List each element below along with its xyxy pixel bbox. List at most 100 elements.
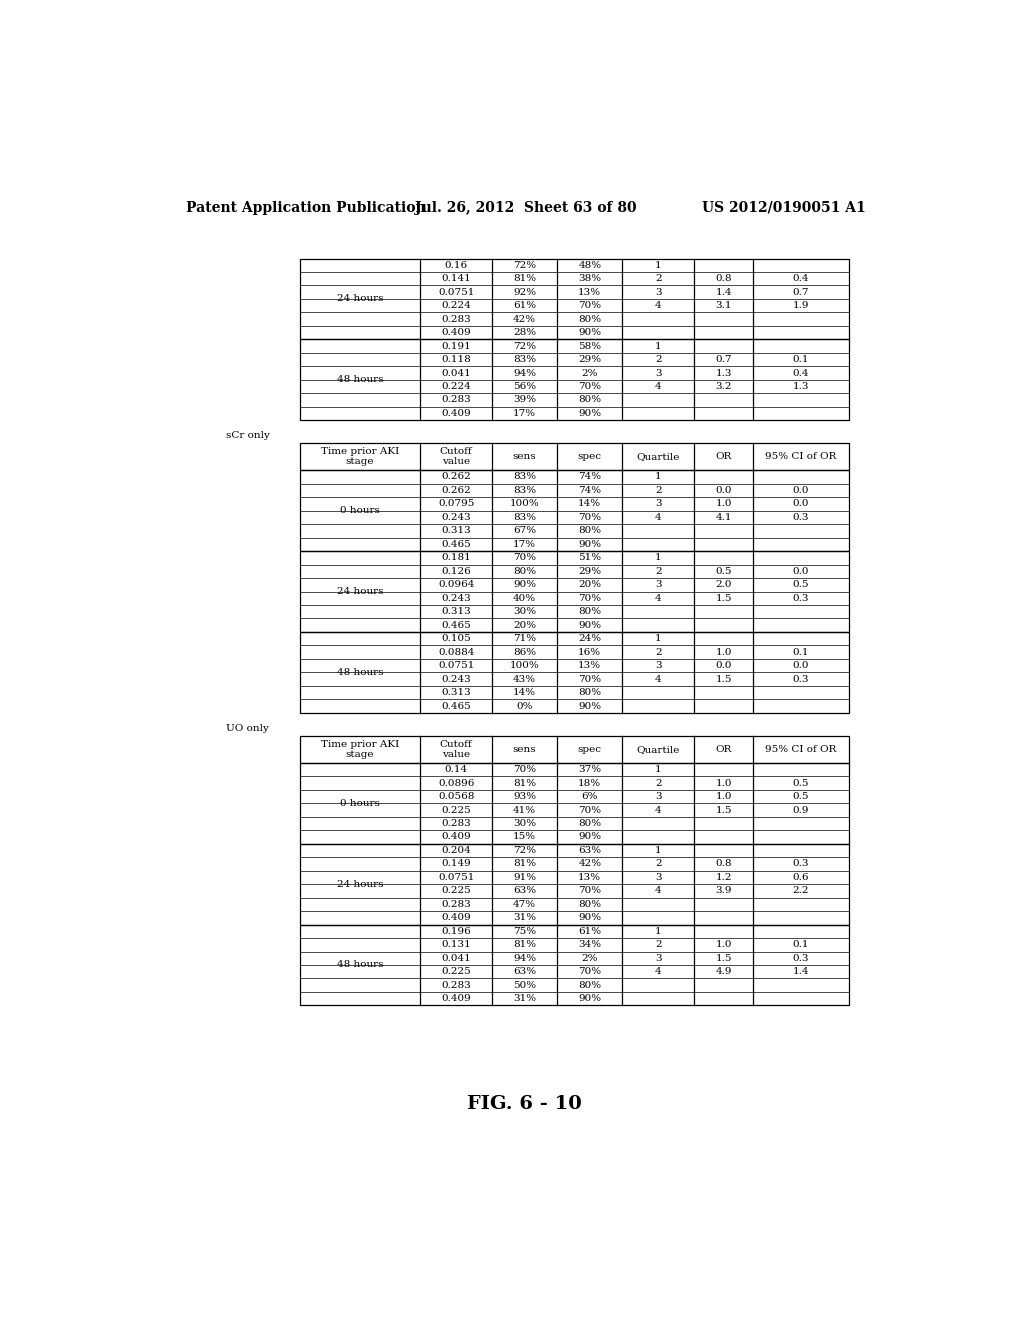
Text: 17%: 17% (513, 409, 537, 418)
Text: 81%: 81% (513, 940, 537, 949)
Text: 24%: 24% (579, 634, 601, 643)
Text: 0.5: 0.5 (793, 779, 809, 788)
Text: 0.243: 0.243 (441, 513, 471, 521)
Bar (300, 737, 849, 763)
Text: 1: 1 (655, 634, 662, 643)
Text: 0.8: 0.8 (716, 859, 732, 869)
Text: 67%: 67% (513, 527, 537, 536)
Text: 16%: 16% (579, 648, 601, 656)
Text: 80%: 80% (579, 981, 601, 990)
Text: 2: 2 (655, 648, 662, 656)
Text: 2%: 2% (582, 368, 598, 378)
Text: 4: 4 (655, 805, 662, 814)
Bar (300, 470, 849, 552)
Text: 90%: 90% (579, 701, 601, 710)
Text: 56%: 56% (513, 381, 537, 391)
Text: 30%: 30% (513, 818, 537, 828)
Text: 0.3: 0.3 (793, 859, 809, 869)
Bar (300, 632, 849, 713)
Text: 18%: 18% (579, 779, 601, 788)
Bar (300, 924, 849, 1006)
Text: 3.1: 3.1 (716, 301, 732, 310)
Text: 70%: 70% (513, 553, 537, 562)
Text: 3: 3 (655, 288, 662, 297)
Text: 42%: 42% (513, 314, 537, 323)
Text: 30%: 30% (513, 607, 537, 616)
Text: 71%: 71% (513, 634, 537, 643)
Text: 0.3: 0.3 (793, 594, 809, 603)
Text: 90%: 90% (579, 620, 601, 630)
Text: 0.465: 0.465 (441, 620, 471, 630)
Text: 1.3: 1.3 (716, 368, 732, 378)
Text: 4: 4 (655, 594, 662, 603)
Text: Quartile: Quartile (637, 744, 680, 754)
Text: 0.283: 0.283 (441, 900, 471, 909)
Text: 70%: 70% (579, 513, 601, 521)
Text: FIG. 6 - 10: FIG. 6 - 10 (467, 1096, 583, 1113)
Text: 61%: 61% (579, 927, 601, 936)
Text: 1: 1 (655, 261, 662, 269)
Text: 0 hours: 0 hours (340, 506, 380, 515)
Text: 63%: 63% (513, 968, 537, 977)
Text: 3: 3 (655, 581, 662, 589)
Text: 24 hours: 24 hours (337, 587, 383, 597)
Text: 4: 4 (655, 513, 662, 521)
Bar (300, 552, 849, 632)
Bar (300, 843, 849, 924)
Text: 2: 2 (655, 355, 662, 364)
Text: 4.1: 4.1 (716, 513, 732, 521)
Text: 0.6: 0.6 (793, 873, 809, 882)
Text: 80%: 80% (513, 566, 537, 576)
Text: 0.0751: 0.0751 (438, 873, 474, 882)
Text: 2: 2 (655, 275, 662, 284)
Text: 47%: 47% (513, 900, 537, 909)
Text: 0.0568: 0.0568 (438, 792, 474, 801)
Text: 3.2: 3.2 (716, 381, 732, 391)
Text: 3: 3 (655, 368, 662, 378)
Text: 0.313: 0.313 (441, 688, 471, 697)
Text: US 2012/0190051 A1: US 2012/0190051 A1 (701, 201, 865, 215)
Text: 0.409: 0.409 (441, 913, 471, 923)
Text: 1.0: 1.0 (716, 792, 732, 801)
Text: 0.409: 0.409 (441, 329, 471, 337)
Text: 90%: 90% (579, 913, 601, 923)
Text: 81%: 81% (513, 779, 537, 788)
Text: 0.243: 0.243 (441, 594, 471, 603)
Text: 3: 3 (655, 499, 662, 508)
Text: 0.3: 0.3 (793, 513, 809, 521)
Text: 48 hours: 48 hours (337, 375, 383, 384)
Text: 1.0: 1.0 (716, 779, 732, 788)
Text: 91%: 91% (513, 873, 537, 882)
Text: spec: spec (578, 453, 602, 461)
Text: UO only: UO only (226, 723, 269, 733)
Text: 83%: 83% (513, 513, 537, 521)
Text: 1.0: 1.0 (716, 940, 732, 949)
Text: 0.191: 0.191 (441, 342, 471, 351)
Text: 90%: 90% (579, 833, 601, 841)
Text: 48 hours: 48 hours (337, 668, 383, 677)
Text: 1: 1 (655, 766, 662, 774)
Text: 0.196: 0.196 (441, 927, 471, 936)
Text: 3: 3 (655, 792, 662, 801)
Text: 0.224: 0.224 (441, 381, 471, 391)
Text: spec: spec (578, 744, 602, 754)
Text: 0.225: 0.225 (441, 968, 471, 977)
Text: 0.5: 0.5 (793, 581, 809, 589)
Text: 83%: 83% (513, 473, 537, 482)
Text: 81%: 81% (513, 275, 537, 284)
Text: 70%: 70% (579, 675, 601, 684)
Text: 90%: 90% (579, 409, 601, 418)
Text: 2: 2 (655, 779, 662, 788)
Text: 63%: 63% (579, 846, 601, 855)
Text: 1.5: 1.5 (716, 675, 732, 684)
Text: 4: 4 (655, 381, 662, 391)
Text: 93%: 93% (513, 792, 537, 801)
Text: 1.2: 1.2 (716, 873, 732, 882)
Text: 0.283: 0.283 (441, 396, 471, 404)
Text: 80%: 80% (579, 314, 601, 323)
Text: Cutoff
value: Cutoff value (439, 739, 472, 759)
Text: 42%: 42% (579, 859, 601, 869)
Text: 0.4: 0.4 (793, 368, 809, 378)
Text: 2.0: 2.0 (716, 581, 732, 589)
Text: 1.0: 1.0 (716, 499, 732, 508)
